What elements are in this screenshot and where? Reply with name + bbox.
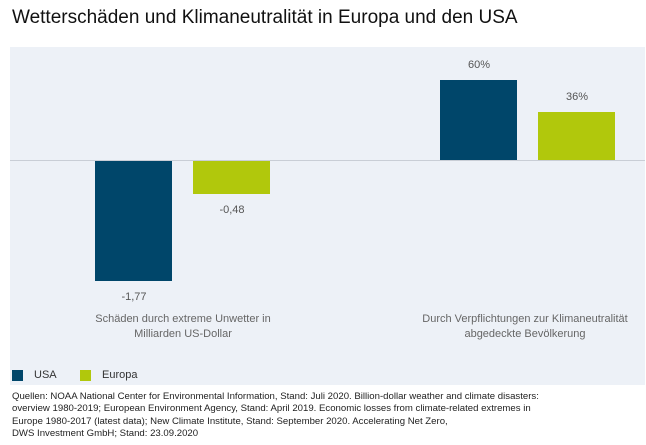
bar-europa-0 — [193, 161, 270, 194]
data-label: -1,77 — [121, 291, 147, 303]
legend-usa: USA — [12, 369, 57, 381]
category-label-population: Durch Verpflichtungen zur Klimaneutralit… — [395, 312, 646, 342]
bar-usa-1 — [440, 80, 517, 160]
category-label-line: Schäden durch extreme Unwetter in — [95, 313, 271, 325]
category-label-line: Durch Verpflichtungen zur Klimaneutralit… — [422, 313, 628, 325]
source-line: overview 1980-2019; European Environment… — [12, 403, 531, 415]
zero-baseline — [10, 160, 645, 161]
category-label-damages: Schäden durch extreme Unwetter in Millia… — [53, 312, 313, 342]
legend-swatch-europa — [80, 369, 91, 381]
bar-europa-1 — [538, 112, 615, 160]
source-note: Quellen: NOAA National Center for Enviro… — [12, 391, 642, 440]
chart-title: Wetterschäden und Klimaneutralität in Eu… — [12, 7, 518, 28]
source-line: Quellen: NOAA National Center for Enviro… — [12, 391, 539, 402]
bar-usa-0 — [95, 161, 172, 281]
source-line: DWS Investment GmbH; Stand: 23.09.2020 — [12, 427, 199, 439]
category-label-line: abgedeckte Bevölkerung — [464, 328, 586, 340]
data-label: -0,48 — [219, 203, 245, 216]
legend-label: Europa — [102, 369, 138, 381]
legend-europa: Europa — [80, 369, 137, 381]
source-line: Europe 1980-2017 (latest data); New Clim… — [12, 415, 448, 427]
data-label: 36% — [565, 91, 589, 103]
legend-label: USA — [34, 369, 57, 381]
data-label: 60% — [467, 59, 491, 72]
legend-swatch-usa — [12, 369, 23, 381]
category-label-line: Milliarden US-Dollar — [134, 328, 232, 340]
